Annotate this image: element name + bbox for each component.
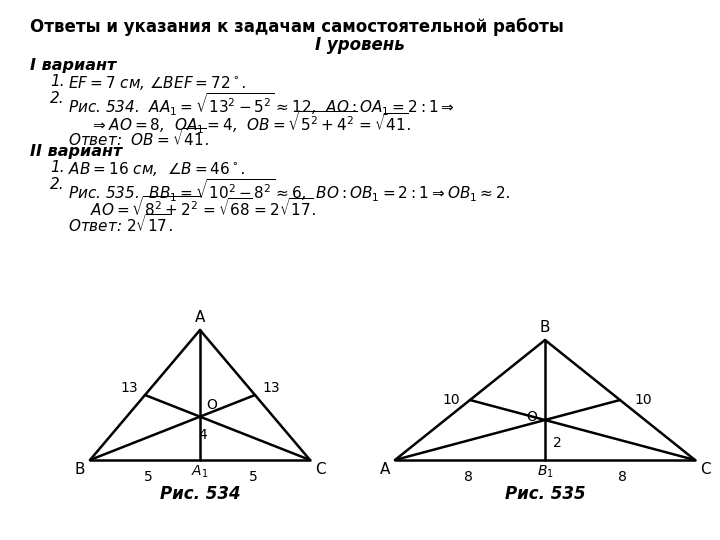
Text: O: O [526, 410, 537, 424]
Text: Ответ:  $OB = \sqrt{41}$.: Ответ: $OB = \sqrt{41}$. [68, 127, 210, 149]
Text: 8: 8 [464, 470, 472, 484]
Text: Ответ: $2\sqrt{17}$.: Ответ: $2\sqrt{17}$. [68, 213, 174, 235]
Text: $A_1$: $A_1$ [192, 464, 209, 481]
Text: $\Rightarrow AO = 8$,  $OA_1 = 4$,  $OB = \sqrt{5^2 + 4^2} = \sqrt{41}$.: $\Rightarrow AO = 8$, $OA_1 = 4$, $OB = … [90, 109, 412, 136]
Text: 2.: 2. [50, 177, 65, 192]
Text: Рис. 535.  $BB_1 = \sqrt{10^2 - 8^2} \approx 6$,  $BO : OB_1 = 2 : 1 \Rightarrow: Рис. 535. $BB_1 = \sqrt{10^2 - 8^2} \app… [68, 177, 510, 204]
Text: 1.: 1. [50, 160, 65, 175]
Text: II вариант: II вариант [30, 144, 122, 159]
Text: 10: 10 [634, 393, 652, 407]
Text: Рис. 534.  $AA_1 = \sqrt{13^2 - 5^2} \approx 12$,  $AO : OA_1 = 2 : 1 \Rightarro: Рис. 534. $AA_1 = \sqrt{13^2 - 5^2} \app… [68, 91, 455, 118]
Text: C: C [700, 462, 711, 477]
Text: C: C [315, 462, 325, 477]
Text: 13: 13 [262, 381, 279, 395]
Text: 10: 10 [442, 393, 460, 407]
Text: Рис. 534: Рис. 534 [160, 485, 240, 503]
Text: 5: 5 [143, 470, 153, 484]
Text: 2: 2 [553, 436, 562, 450]
Text: 1.: 1. [50, 74, 65, 89]
Text: A: A [195, 310, 205, 325]
Text: I вариант: I вариант [30, 58, 116, 73]
Text: A: A [379, 462, 390, 477]
Text: B: B [74, 462, 85, 477]
Text: $EF = 7$ см, $\angle BEF = 72^\circ$.: $EF = 7$ см, $\angle BEF = 72^\circ$. [68, 74, 246, 92]
Text: 13: 13 [120, 381, 138, 395]
Text: O: O [206, 398, 217, 412]
Text: I уровень: I уровень [315, 36, 405, 54]
Text: 4: 4 [198, 428, 207, 442]
Text: 8: 8 [618, 470, 626, 484]
Text: $AO = \sqrt{8^2 + 2^2} = \sqrt{68} = 2\sqrt{17}$.: $AO = \sqrt{8^2 + 2^2} = \sqrt{68} = 2\s… [90, 195, 317, 219]
Text: B: B [540, 320, 550, 335]
Text: 2.: 2. [50, 91, 65, 106]
Text: $B_1$: $B_1$ [536, 464, 554, 481]
Text: $AB = 16$ см,  $\angle B = 46^\circ$.: $AB = 16$ см, $\angle B = 46^\circ$. [68, 160, 246, 178]
Text: Рис. 535: Рис. 535 [505, 485, 585, 503]
Text: 5: 5 [248, 470, 257, 484]
Text: Ответы и указания к задачам самостоятельной работы: Ответы и указания к задачам самостоятель… [30, 18, 564, 36]
